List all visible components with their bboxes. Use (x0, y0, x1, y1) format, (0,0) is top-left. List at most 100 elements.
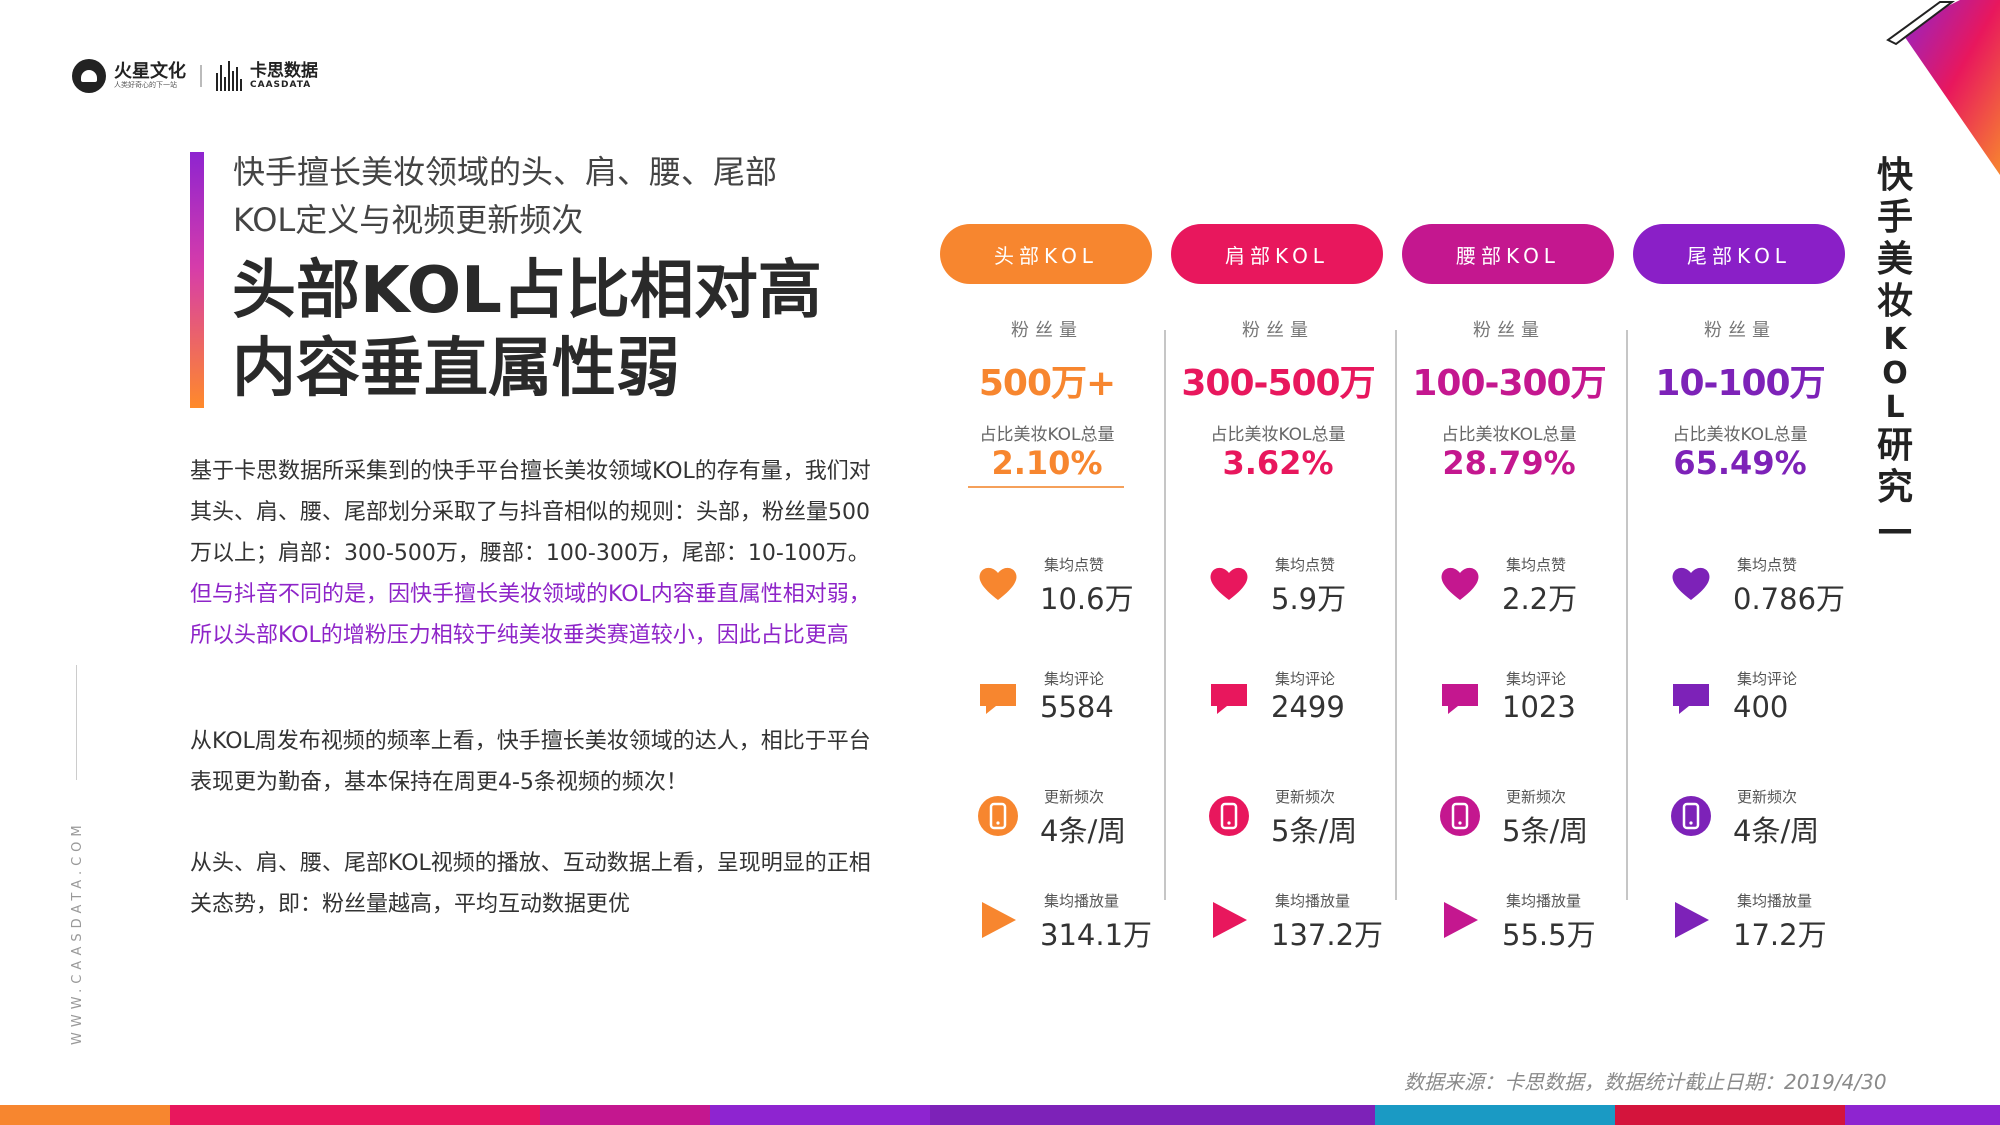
metric-value: 4条/周 (1040, 814, 1127, 848)
metric-label: 集均播放量 (1737, 892, 1813, 910)
kol-column: 头部KOL 粉丝量 500万+ 占比美妆KOL总量 2.10% 集均点赞 10.6万 集均评论… (940, 224, 1154, 964)
metric-plays: 集均播放量 137.2万 (1207, 890, 1407, 952)
share-label: 占比美妆KOL总量 (1441, 425, 1577, 445)
phone-icon (978, 796, 1018, 836)
metric-label: 集均评论 (1275, 670, 1336, 688)
paragraph-definition-text: 基于卡思数据所采集到的快手平台擅长美妆领域KOL的存有量，我们对其头、肩、腰、尾… (190, 459, 871, 566)
comment-icon (1673, 684, 1709, 714)
metric-comments: 集均评论 400 (1669, 668, 1869, 728)
caasdata-brand: 卡思数据 CAASDATA (250, 62, 318, 90)
metric-value: 314.1万 (1040, 918, 1153, 952)
metric-label: 集均评论 (1506, 670, 1567, 688)
metric-comments: 集均评论 2499 (1207, 668, 1407, 728)
paragraph-frequency: 从KOL周发布视频的频率上看，快手擅长美妆领域的达人，相比于平台表现更为勤奋，基… (190, 729, 871, 795)
comment-icon (1211, 684, 1247, 714)
metric-likes: 集均点赞 2.2万 (1438, 554, 1638, 616)
subtitle-line-2: KOL定义与视频更新频次 (233, 201, 584, 239)
phone-icon (1209, 796, 1249, 836)
vertical-title-char: L (1885, 390, 1905, 425)
comment-icon (980, 684, 1016, 714)
metric-label: 更新频次 (1737, 788, 1798, 806)
tier-pill: 肩部KOL (1171, 224, 1383, 284)
metric-label: 集均点赞 (1044, 556, 1105, 574)
tier-pill: 头部KOL (940, 224, 1152, 284)
metric-label: 集均评论 (1737, 670, 1798, 688)
vertical-section-title: 快手美妆 K O L 研究 — (1872, 155, 1918, 551)
vertical-title-char: O (1882, 356, 1908, 391)
comment-icon (1442, 684, 1478, 714)
headline-line-2: 内容垂直属性弱 (232, 332, 680, 406)
huoxing-brand-tagline: 人类好奇心的下一站 (114, 81, 177, 89)
column-divider (1164, 330, 1166, 900)
metric-value: 0.786万 (1733, 582, 1846, 616)
metric-plays: 集均播放量 17.2万 (1669, 890, 1869, 952)
play-icon (1444, 902, 1478, 938)
corner-decoration (1886, 0, 2000, 175)
data-source-note: 数据来源：卡思数据，数据统计截止日期：2019/4/30 (1404, 1070, 1887, 1094)
share-label: 占比美妆KOL总量 (979, 425, 1115, 445)
side-url-text: WWW.CAASDATA.COM (70, 820, 85, 1045)
subtitle-line-1: 快手擅长美妆领域的头、肩、腰、尾部 (233, 153, 778, 191)
fans-value: 500万+ (978, 363, 1116, 404)
page-subtitle: 快手擅长美妆领域的头、肩、腰、尾部 KOL定义与视频更新频次 (233, 148, 873, 244)
metric-label: 更新频次 (1044, 788, 1105, 806)
heart-icon (1672, 567, 1710, 600)
caasdata-brand-name: 卡思数据 (250, 61, 318, 81)
share-label: 占比美妆KOL总量 (1672, 425, 1808, 445)
heart-icon (979, 567, 1017, 600)
metric-value: 400 (1733, 690, 1789, 724)
play-icon (1213, 902, 1247, 938)
heart-icon (1210, 567, 1248, 600)
metric-label: 集均点赞 (1275, 556, 1336, 574)
metric-frequency: 更新频次 5条/周 (1207, 786, 1407, 848)
share-label: 占比美妆KOL总量 (1210, 425, 1346, 445)
vertical-title-char: K (1883, 322, 1907, 357)
metric-plays: 集均播放量 55.5万 (1438, 890, 1638, 952)
vertical-title-char: — (1877, 509, 1913, 550)
fans-value: 10-100万 (1655, 363, 1825, 404)
metric-label: 集均点赞 (1506, 556, 1567, 574)
fans-label: 粉丝量 (1704, 320, 1776, 341)
huoxing-brand-name: 火星文化 (114, 61, 186, 82)
side-url: WWW.CAASDATA.COM (58, 800, 98, 1045)
metric-likes: 集均点赞 0.786万 (1669, 554, 1869, 616)
metric-comments: 集均评论 1023 (1438, 668, 1638, 728)
column-divider (1395, 330, 1397, 900)
metric-label: 集均播放量 (1044, 892, 1120, 910)
headline-line-1: 头部KOL占比相对高 (232, 254, 822, 328)
share-value: 65.49% (1673, 444, 1807, 482)
metric-value: 17.2万 (1733, 918, 1827, 952)
metric-value: 5条/周 (1271, 814, 1358, 848)
phone-icon (1671, 796, 1711, 836)
fans-label: 粉丝量 (1011, 320, 1083, 341)
caasdata-logo-icon (216, 61, 242, 91)
metric-frequency: 更新频次 4条/周 (976, 786, 1176, 848)
metric-likes: 集均点赞 5.9万 (1207, 554, 1407, 616)
kol-column: 肩部KOL 粉丝量 300-500万 占比美妆KOL总量 3.62% 集均点赞 5.9万 集均… (1171, 224, 1385, 964)
huoxing-brand: 火星文化 人类好奇心的下一站 (114, 61, 186, 90)
phone-icon (1440, 796, 1480, 836)
bottom-color-bar (0, 1105, 2000, 1125)
metric-value: 10.6万 (1040, 582, 1134, 616)
play-icon (1675, 902, 1709, 938)
metric-value: 2.2万 (1502, 582, 1578, 616)
metric-comments: 集均评论 5584 (976, 668, 1176, 728)
kol-column: 尾部KOL 粉丝量 10-100万占比美妆KOL总量 65.49% 集均点赞 0.786万… (1633, 224, 1847, 964)
caasdata-brand-sub: CAASDATA (250, 80, 312, 90)
metric-value: 2499 (1271, 690, 1345, 724)
tier-pill: 腰部KOL (1402, 224, 1614, 284)
brand-logos: 火星文化 人类好奇心的下一站 卡思数据 CAASDATA (72, 56, 318, 96)
metric-value: 5584 (1040, 690, 1114, 724)
tier-pill: 尾部KOL (1633, 224, 1845, 284)
share-underline (968, 486, 1124, 488)
vertical-title-char: 研 (1876, 425, 1913, 466)
vertical-title-char: 妆 (1876, 281, 1913, 322)
fans-value: 100-300万 (1412, 363, 1606, 404)
metric-label: 集均点赞 (1737, 556, 1798, 574)
fans-value: 300-500万 (1181, 363, 1375, 404)
vertical-title-char: 快 (1876, 155, 1913, 196)
metric-label: 更新频次 (1506, 788, 1567, 806)
paragraph-definition: 基于卡思数据所采集到的快手平台擅长美妆领域KOL的存有量，我们对其头、肩、腰、尾… (190, 451, 880, 656)
vertical-title-char: 美 (1876, 239, 1913, 280)
metric-label: 集均播放量 (1506, 892, 1582, 910)
